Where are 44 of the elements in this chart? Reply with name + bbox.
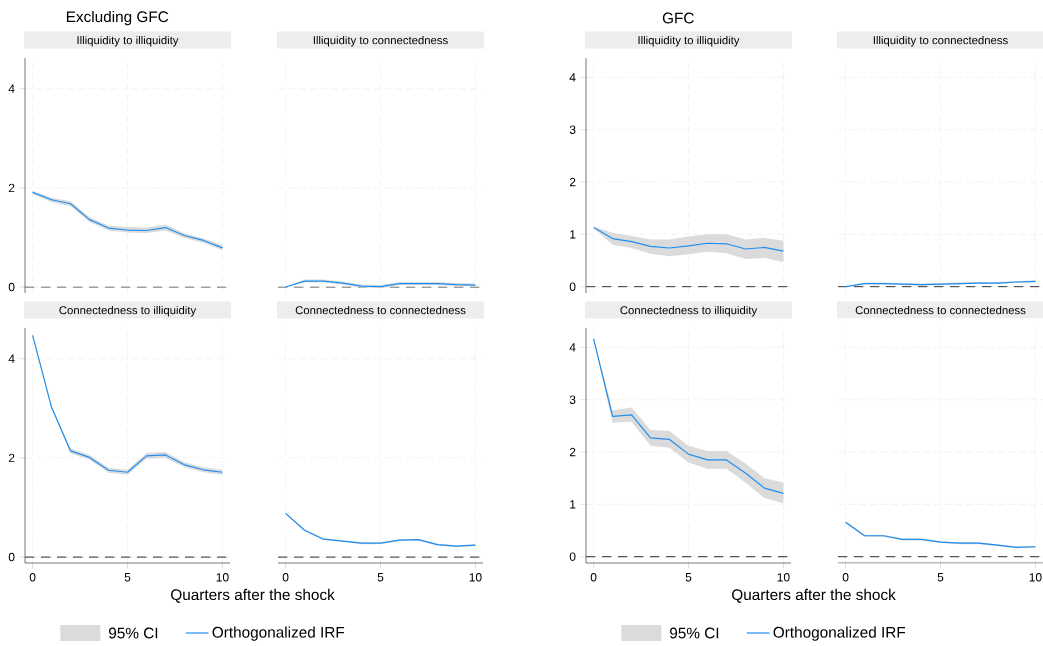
chart-title: Illiquidity to illiquidity <box>638 35 740 47</box>
y-tick-label: 1 <box>570 500 576 509</box>
legend-label: Orthogonalized IRF <box>212 626 345 641</box>
y-tick-label: 2 <box>8 453 15 463</box>
chart-title: Connectedness to illiquidity <box>620 305 758 317</box>
chart-title: Illiquidity to connectedness <box>873 35 1008 47</box>
x-tick-label: 10 <box>469 573 482 582</box>
y-tick-label: 2 <box>569 447 576 457</box>
y-tick-label: 4 <box>569 343 576 352</box>
x-axis-title: Quarters after the shock <box>732 588 896 603</box>
legend-label: Orthogonalized IRF <box>773 626 906 641</box>
y-tick-label: 2 <box>8 183 15 193</box>
y-tick-label: 0 <box>8 282 15 292</box>
x-tick-label: 5 <box>124 573 131 582</box>
x-tick-label: 10 <box>1029 573 1042 582</box>
y-tick-label: 3 <box>569 395 576 404</box>
x-tick-label: 5 <box>377 573 384 582</box>
text: 95% CI <box>109 627 158 639</box>
x-tick-label: 5 <box>937 573 944 582</box>
x-axis-title: Quarters after the shock <box>171 588 335 603</box>
y-tick-label: 0 <box>569 282 576 291</box>
text: Excluding GFC <box>66 10 169 26</box>
text: GFC <box>662 12 694 24</box>
chart-title: Connectedness to illiquidity <box>59 305 197 317</box>
y-tick-label: 0 <box>569 552 576 561</box>
text: 95% CI <box>670 627 719 639</box>
x-tick-label: 0 <box>590 573 597 582</box>
x-tick-label: 5 <box>685 573 692 582</box>
x-tick-label: 0 <box>282 573 289 582</box>
x-tick-label: 0 <box>29 573 36 582</box>
y-tick-label: 1 <box>570 230 576 239</box>
chart-title: Illiquidity to connectedness <box>313 35 448 47</box>
x-tick-label: 10 <box>777 573 790 582</box>
chart-title: Connectedness to connectedness <box>855 305 1026 315</box>
chart-title: Illiquidity to illiquidity <box>77 35 179 47</box>
y-tick-label: 2 <box>569 177 576 187</box>
chart-title: Connectedness to connectedness <box>295 305 466 315</box>
y-tick-label: 3 <box>569 125 576 134</box>
y-tick-label: 4 <box>8 354 15 363</box>
y-tick-label: 4 <box>8 84 15 93</box>
y-tick-label: 4 <box>569 73 576 82</box>
x-tick-label: 10 <box>216 573 229 582</box>
x-tick-label: 0 <box>842 573 849 582</box>
y-tick-label: 0 <box>8 552 15 562</box>
